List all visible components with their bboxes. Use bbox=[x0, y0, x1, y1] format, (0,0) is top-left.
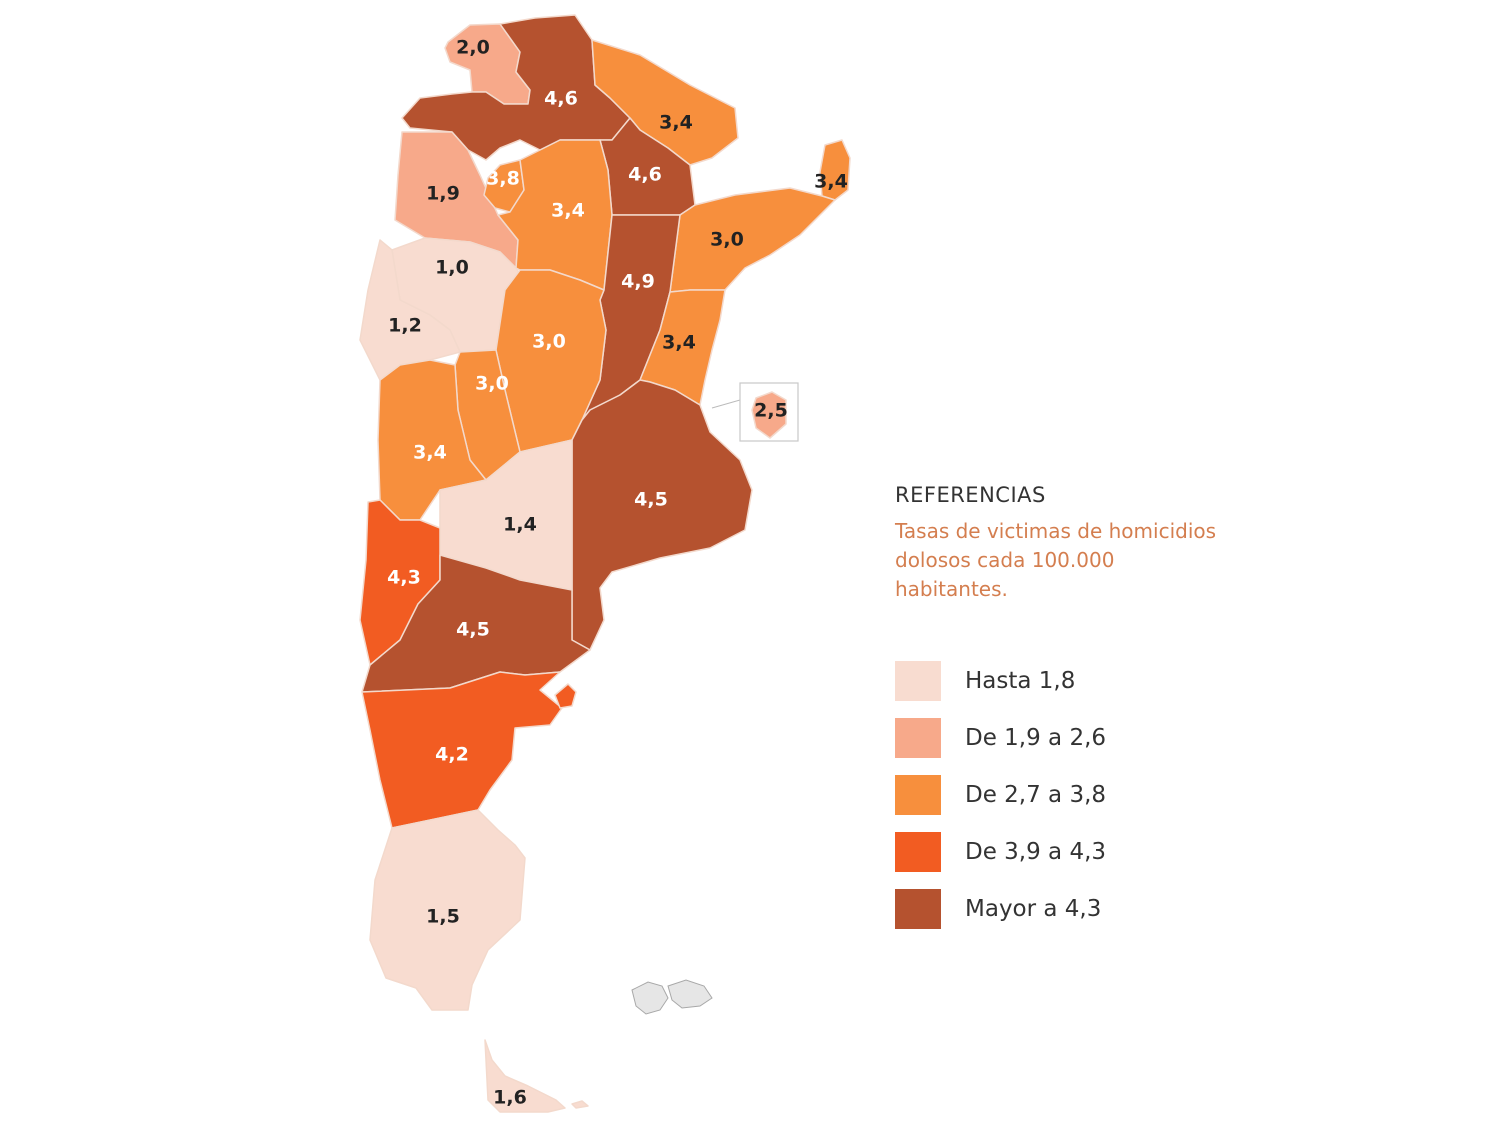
legend-item: Mayor a 4,3 bbox=[895, 889, 1255, 929]
legend-swatch bbox=[895, 775, 941, 815]
legend-swatch bbox=[895, 889, 941, 929]
legend-title: REFERENCIAS bbox=[895, 483, 1046, 507]
label-santa-cruz: 1,5 bbox=[426, 906, 460, 928]
legend-subtitle: Tasas de victimas de homicidios dolosos … bbox=[895, 519, 1217, 601]
legend-item-label: De 3,9 a 4,3 bbox=[965, 839, 1107, 865]
legend-item-label: De 1,9 a 2,6 bbox=[965, 725, 1107, 751]
label-chaco: 4,6 bbox=[628, 164, 662, 186]
legend-item: De 3,9 a 4,3 bbox=[895, 832, 1255, 872]
legend-swatch bbox=[895, 832, 941, 872]
label-san-juan: 1,2 bbox=[388, 315, 422, 337]
legend-item: De 2,7 a 3,8 bbox=[895, 775, 1255, 815]
province-chubut-peninsula bbox=[554, 683, 577, 709]
label-mendoza: 3,4 bbox=[413, 442, 447, 464]
caba-inset bbox=[711, 382, 799, 442]
label-tierra-del-fuego: 1,6 bbox=[493, 1087, 527, 1109]
province-santa-cruz bbox=[369, 809, 526, 1011]
caba-inset-frame bbox=[739, 382, 799, 442]
province-misiones bbox=[819, 139, 851, 201]
label-salta: 4,6 bbox=[544, 88, 578, 110]
label-chubut: 4,2 bbox=[435, 744, 469, 766]
label-san-luis: 3,0 bbox=[475, 373, 509, 395]
label-santiago-del-estero: 3,4 bbox=[551, 200, 585, 222]
label-cordoba: 3,0 bbox=[532, 331, 566, 353]
legend-items: Hasta 1,8 De 1,9 a 2,6 De 2,7 a 3,8 De 3… bbox=[895, 661, 1255, 929]
label-santa-fe: 4,9 bbox=[621, 271, 655, 293]
caba-leader-line bbox=[711, 399, 741, 409]
tierra-del-fuego-isla-estados bbox=[571, 1100, 589, 1109]
label-buenos-aires: 4,5 bbox=[634, 489, 668, 511]
malvinas-west-island bbox=[631, 981, 669, 1015]
malvinas-east-island bbox=[667, 979, 713, 1009]
malvinas-islands bbox=[631, 979, 713, 1015]
province-chubut bbox=[361, 671, 563, 829]
label-misiones: 3,4 bbox=[814, 171, 848, 193]
label-corrientes: 3,0 bbox=[710, 229, 744, 251]
labels-layer: 2,0 4,6 3,4 4,6 3,4 1,9 3,8 3,4 3,0 1,0 … bbox=[387, 37, 848, 1109]
province-caba bbox=[751, 391, 787, 439]
legend-item-label: Mayor a 4,3 bbox=[965, 896, 1102, 922]
province-buenos-aires bbox=[571, 379, 753, 651]
provinces-layer bbox=[359, 14, 851, 1113]
legend-item: De 1,9 a 2,6 bbox=[895, 718, 1255, 758]
label-la-rioja: 1,0 bbox=[435, 257, 469, 279]
label-caba: 2,5 bbox=[754, 400, 788, 422]
label-catamarca: 1,9 bbox=[426, 183, 460, 205]
legend-item: Hasta 1,8 bbox=[895, 661, 1255, 701]
label-tucuman: 3,8 bbox=[486, 168, 520, 190]
label-la-pampa: 1,4 bbox=[503, 514, 537, 536]
label-formosa: 3,4 bbox=[659, 112, 693, 134]
legend-item-label: Hasta 1,8 bbox=[965, 668, 1076, 694]
province-san-juan bbox=[359, 239, 461, 381]
legend-swatch bbox=[895, 661, 941, 701]
province-tierra-del-fuego bbox=[484, 1039, 566, 1113]
legend: REFERENCIAS Tasas de victimas de homicid… bbox=[895, 483, 1255, 946]
label-rio-negro: 4,5 bbox=[456, 619, 490, 641]
legend-swatch bbox=[895, 718, 941, 758]
label-entre-rios: 3,4 bbox=[662, 332, 696, 354]
legend-item-label: De 2,7 a 3,8 bbox=[965, 782, 1107, 808]
label-neuquen: 4,3 bbox=[387, 567, 421, 589]
label-jujuy: 2,0 bbox=[456, 37, 490, 59]
